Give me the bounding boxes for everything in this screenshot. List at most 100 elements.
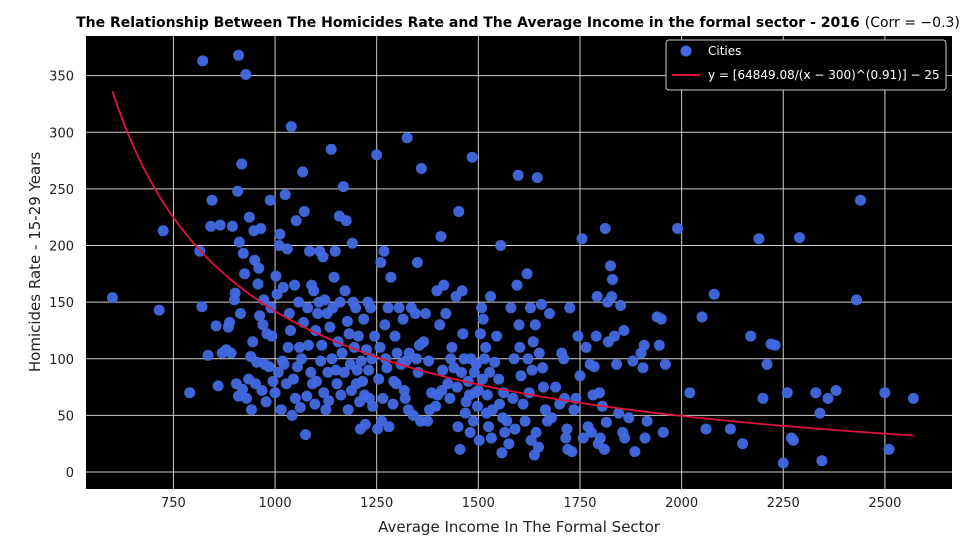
city-point (277, 281, 289, 293)
city-point (566, 446, 578, 458)
fit-curve (111, 91, 914, 437)
city-point (440, 308, 452, 319)
city-point (814, 407, 826, 419)
city-point (696, 311, 708, 323)
city-point (239, 268, 251, 280)
city-point (523, 387, 535, 399)
city-point (544, 308, 555, 319)
city-point (399, 392, 411, 404)
city-point (328, 271, 340, 283)
x-axis-ticks: 750 1000 1250 1500 1750 2000 2250 2500 (161, 496, 901, 511)
city-point (224, 317, 235, 328)
legend-label-fit: y = [64849.08/(x − 300)^(0.91)] − 25 (708, 68, 940, 82)
city-point (508, 353, 520, 365)
city-point (879, 387, 891, 399)
city-point (269, 387, 281, 399)
city-point (550, 381, 562, 393)
city-point (243, 211, 255, 223)
city-point (588, 361, 600, 373)
city-point (281, 243, 293, 255)
city-point (794, 232, 805, 244)
city-point (363, 364, 375, 376)
city-point (294, 402, 306, 413)
city-point (196, 301, 208, 313)
city-point (600, 416, 612, 428)
city-point (383, 421, 395, 433)
city-point (489, 356, 501, 368)
city-point (289, 279, 301, 291)
city-point (287, 373, 299, 385)
city-point (564, 302, 576, 314)
city-point (594, 432, 606, 444)
x-tick-label: 1250 (360, 496, 393, 511)
city-point (418, 336, 429, 348)
city-point (737, 438, 749, 450)
city-point (250, 378, 261, 390)
city-point (533, 347, 545, 359)
city-point (365, 302, 377, 314)
city-point (382, 302, 394, 314)
city-point (346, 237, 358, 249)
city-point (294, 341, 305, 353)
city-point (476, 302, 488, 314)
city-point (293, 296, 305, 308)
city-point (266, 330, 278, 342)
city-point (453, 206, 465, 217)
city-point (457, 328, 469, 340)
y-tick-label: 200 (49, 240, 74, 255)
city-point (274, 228, 286, 240)
city-point (373, 373, 385, 385)
city-point (210, 320, 222, 332)
city-point (342, 404, 354, 416)
city-point (233, 236, 245, 248)
city-point (525, 434, 537, 446)
city-point (483, 421, 494, 433)
city-point (351, 364, 363, 376)
city-point (289, 392, 301, 404)
city-point (514, 341, 526, 353)
city-point (334, 296, 346, 308)
city-point (300, 429, 311, 441)
city-point (753, 233, 765, 245)
city-point (558, 353, 570, 365)
y-axis-ticks: 0 50 100 150 200 250 300 350 (49, 70, 74, 481)
city-point (769, 339, 781, 351)
city-point (318, 387, 330, 399)
city-point (499, 426, 511, 438)
city-point (623, 412, 635, 424)
city-point (883, 443, 895, 455)
city-point (369, 330, 381, 342)
city-point (390, 378, 402, 390)
city-point (205, 220, 217, 232)
city-point (411, 257, 423, 268)
city-point (505, 302, 517, 314)
city-point (594, 387, 605, 399)
city-point (810, 387, 822, 399)
city-point (270, 270, 282, 282)
city-point (777, 457, 789, 469)
city-point (615, 300, 627, 311)
city-point (468, 415, 479, 427)
city-point (235, 308, 246, 319)
city-point (336, 347, 348, 359)
city-point (585, 426, 597, 438)
city-point (576, 233, 588, 245)
city-point (423, 355, 435, 367)
city-point (304, 245, 316, 257)
city-point (672, 223, 684, 234)
city-point (371, 149, 383, 161)
city-point (267, 375, 279, 387)
city-point (278, 358, 290, 370)
city-point (415, 163, 427, 174)
city-point (311, 375, 322, 387)
y-tick-label: 250 (49, 183, 74, 198)
city-point (377, 392, 389, 404)
city-point (229, 287, 241, 299)
city-point (503, 438, 515, 450)
city-point (472, 385, 484, 396)
city-point (283, 308, 295, 319)
y-tick-label: 0 (66, 466, 74, 481)
city-point (358, 313, 370, 325)
city-point (264, 194, 276, 206)
city-point (611, 358, 623, 370)
